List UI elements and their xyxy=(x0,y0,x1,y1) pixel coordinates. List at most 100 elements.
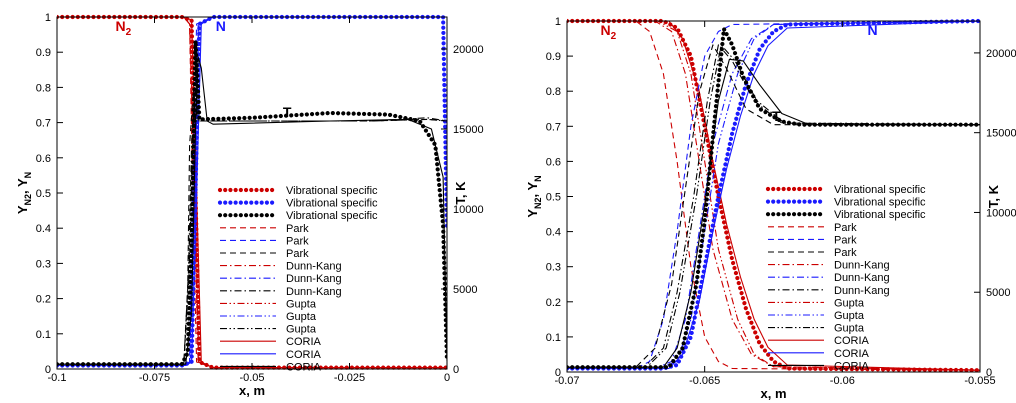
legend-label: Gupta xyxy=(286,311,317,323)
y2-tick-label: 5000 xyxy=(453,284,477,296)
legend-label: Gupta xyxy=(286,324,317,336)
series-t-gupta xyxy=(567,44,980,368)
y2-tick-label: 0 xyxy=(986,367,992,379)
legend-label: Dunn-Kang xyxy=(286,286,342,298)
legend-label: CORIA xyxy=(834,360,870,372)
series-n-gupta xyxy=(567,20,980,370)
y-tick-label: 0.7 xyxy=(36,118,51,130)
curves xyxy=(57,14,447,370)
y2-tick-label: 0 xyxy=(453,364,459,376)
series-n2-gupta xyxy=(57,16,447,369)
series-n2-vibrational-specific xyxy=(57,14,447,370)
y2-axis-label: T, K xyxy=(986,184,1001,208)
legend-label: Dunn-Kang xyxy=(834,272,890,284)
legend-label: Vibrational specific xyxy=(286,198,378,210)
series-t-dunn-kang xyxy=(57,96,447,365)
annotation-n: N xyxy=(868,22,878,38)
legend-label: Gupta xyxy=(834,297,865,309)
y2-tick-label: 10000 xyxy=(986,207,1016,219)
y-tick-label: 0.3 xyxy=(546,262,561,274)
y-tick-label: 0.6 xyxy=(546,156,561,168)
y2-axis-label: T, K xyxy=(453,181,468,205)
series-n-coria xyxy=(567,20,980,370)
y2-tick-label: 20000 xyxy=(453,44,484,56)
y2-tick-label: 10000 xyxy=(453,204,484,216)
y-tick-label: 0 xyxy=(555,367,561,379)
annotation-n2: N2 xyxy=(600,22,616,42)
x-axis-label: x, m xyxy=(760,386,786,401)
x-tick-label: -0.07 xyxy=(554,375,579,387)
annotation-t: T xyxy=(283,104,292,120)
series-n2-park xyxy=(567,20,980,371)
legend-label: Dunn-Kang xyxy=(834,260,890,272)
legend-label: CORIA xyxy=(286,336,322,348)
y-tick-label: 0.1 xyxy=(546,332,561,344)
legend-label: Vibrational specific xyxy=(286,185,378,197)
series-t-coria xyxy=(567,58,980,368)
series-t-coria xyxy=(57,56,447,365)
y-tick-label: 0 xyxy=(45,364,51,376)
legend-label: Dunn-Kang xyxy=(286,261,342,273)
series-n-vibrational-specific xyxy=(567,18,980,371)
x-tick-label: -0.1 xyxy=(48,372,67,384)
legend-label: Gupta xyxy=(834,310,865,322)
y2-tick-label: 15000 xyxy=(986,128,1016,140)
series-n-dunn-kang xyxy=(567,20,980,370)
legend-label: Park xyxy=(834,247,857,259)
x-tick-label: 0 xyxy=(444,372,450,384)
chart-panel-1: -0.1 -0.075 -0.05 -0.025 000.10.20.30.40.50.… xyxy=(15,12,484,398)
legend-label: Park xyxy=(834,234,857,246)
legend-label: CORIA xyxy=(834,335,870,347)
y-axis-label: YN2, YN xyxy=(525,175,543,217)
x-tick-label: -0.06 xyxy=(830,375,855,387)
y-tick-label: 0.4 xyxy=(36,223,51,235)
legend-label: Dunn-Kang xyxy=(286,273,342,285)
legend-label: Park xyxy=(286,235,309,247)
series-n2-coria xyxy=(57,16,447,369)
y-tick-label: 0.6 xyxy=(36,153,51,165)
legend-label: Gupta xyxy=(286,298,317,310)
y-tick-label: 0.5 xyxy=(546,192,561,204)
annotation-t: T xyxy=(772,108,781,124)
series-n2-vibrational-specific xyxy=(567,18,980,373)
legend-label: CORIA xyxy=(286,349,322,361)
y-tick-label: 0.4 xyxy=(546,227,561,239)
legend-label: Park xyxy=(286,223,309,235)
series-n2-park xyxy=(57,16,447,369)
annotation-n: N xyxy=(216,18,226,34)
annotation-n2: N2 xyxy=(115,18,131,38)
y-tick-label: 0.9 xyxy=(546,51,561,63)
y-axis-label: YN2, YN xyxy=(15,172,33,214)
y-tick-label: 1 xyxy=(555,16,561,28)
x-tick-label: -0.05 xyxy=(239,372,264,384)
y-tick-label: 0.8 xyxy=(36,82,51,94)
series-n2-gupta xyxy=(567,20,980,371)
chart-panel-2: -0.07 -0.065 -0.06 -0.05500.10.20.30.40.50.… xyxy=(525,16,1016,401)
y-tick-label: 0.9 xyxy=(36,47,51,59)
x-axis-label: x, m xyxy=(239,383,265,398)
x-tick-label: -0.075 xyxy=(139,372,170,384)
curves xyxy=(567,18,980,373)
legend-label: Dunn-Kang xyxy=(834,285,890,297)
x-tick-label: -0.025 xyxy=(334,372,365,384)
legend-label: Park xyxy=(834,222,857,234)
y-tick-label: 0.1 xyxy=(36,329,51,341)
legend-label: Vibrational specific xyxy=(834,197,926,209)
y2-tick-label: 20000 xyxy=(986,48,1016,60)
y-tick-label: 0.2 xyxy=(546,297,561,309)
y2-tick-label: 5000 xyxy=(986,287,1010,299)
y-tick-label: 0.8 xyxy=(546,86,561,98)
legend-label: Vibrational specific xyxy=(834,184,926,196)
y-tick-label: 0.3 xyxy=(36,258,51,270)
series-n2-dunn-kang xyxy=(57,16,447,369)
series-t-gupta xyxy=(57,88,447,365)
y-tick-label: 0.2 xyxy=(36,294,51,306)
x-tick-label: -0.065 xyxy=(689,375,720,387)
y-tick-label: 1 xyxy=(45,12,51,24)
legend-label: Park xyxy=(286,248,309,260)
x-tick-label: -0.055 xyxy=(964,375,995,387)
legend-label: Vibrational specific xyxy=(286,210,378,222)
